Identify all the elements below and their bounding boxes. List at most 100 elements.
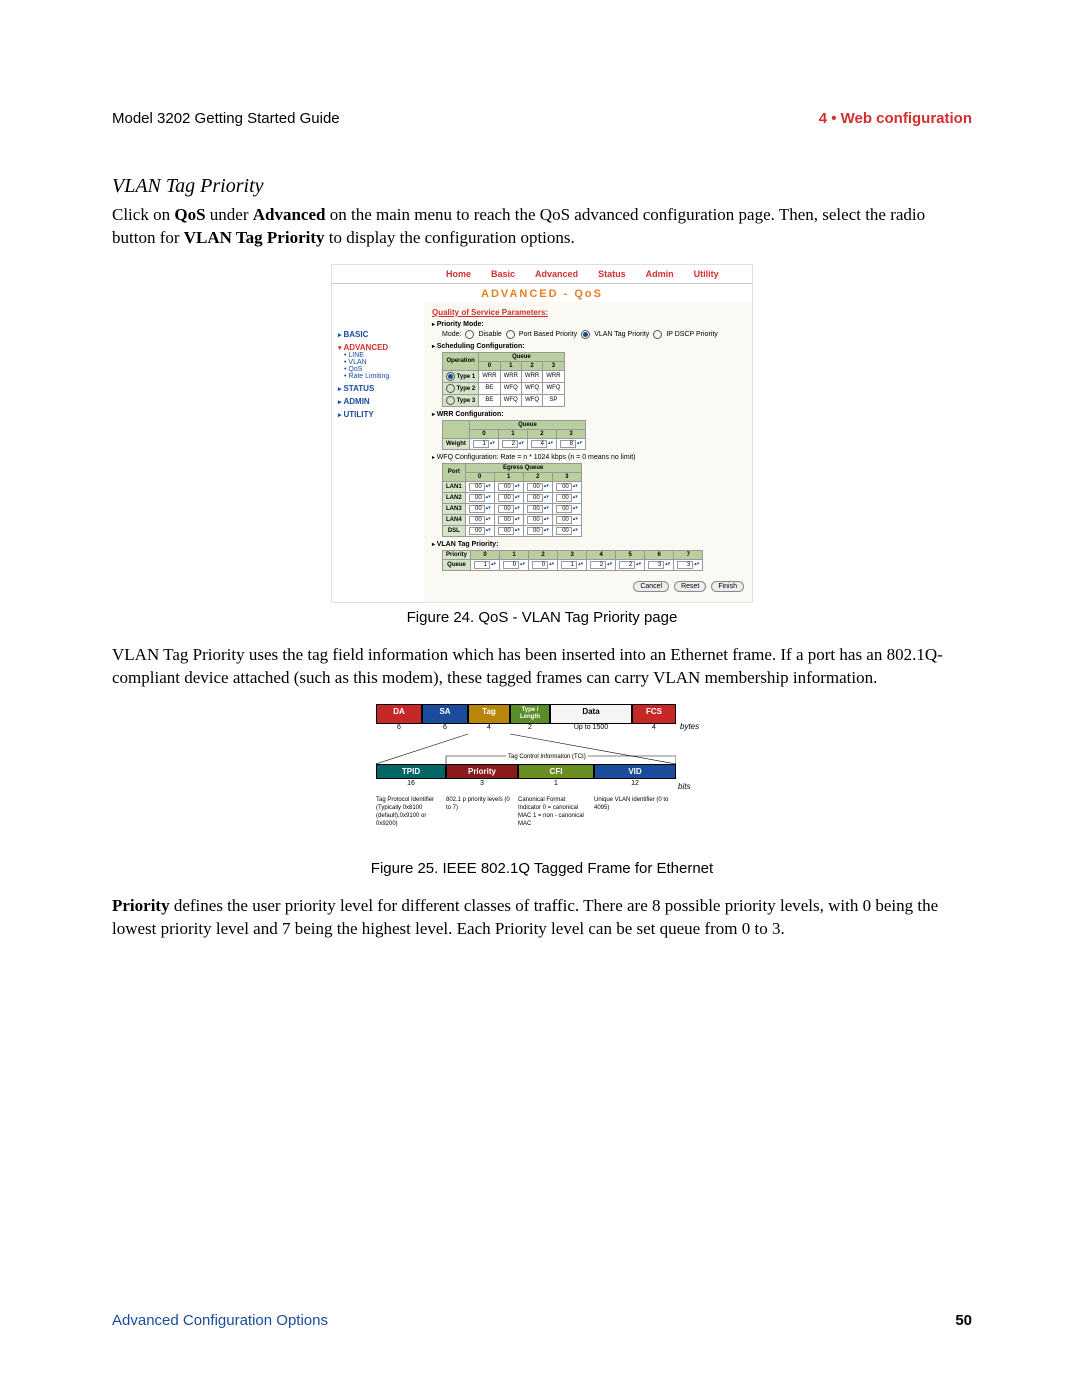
- text: defines the user priority level for diff…: [112, 896, 938, 938]
- queue-4-spinner[interactable]: 2▴▾: [590, 561, 612, 569]
- table-row: Type 2BEWFQWFQWFQ: [443, 382, 565, 394]
- header-right: 4 • Web configuration: [819, 110, 972, 127]
- wfq-note: WFQ Configuration: Rate = n * 1024 kbps …: [432, 454, 744, 461]
- table-row: Type 1WRRWRRWRRWRR: [443, 370, 565, 382]
- mode-radio-group: Mode: Disable Port Based Priority VLAN T…: [442, 330, 744, 339]
- eth-bottom-row: TPID Priority CFI VID: [376, 764, 676, 779]
- wfq-DSL-0-spinner[interactable]: 00▴▾: [469, 527, 491, 535]
- radio-type1[interactable]: [446, 372, 455, 381]
- wfq-LAN4-2-spinner[interactable]: 00▴▾: [527, 516, 549, 524]
- bold-priority: Priority: [112, 896, 170, 915]
- frame-priority: Priority: [446, 764, 518, 779]
- radio-type3[interactable]: [446, 396, 455, 405]
- cfi-desc: Canonical Format Indicator 0 = canonical…: [518, 796, 594, 828]
- sidebar-line[interactable]: • LINE: [344, 352, 420, 359]
- queue-5-spinner[interactable]: 2▴▾: [619, 561, 641, 569]
- page-footer: Advanced Configuration Options 50: [112, 1312, 972, 1329]
- wfq-LAN3-1-spinner[interactable]: 00▴▾: [498, 505, 520, 513]
- radio-type2[interactable]: [446, 384, 455, 393]
- queue-7-spinner[interactable]: 3▴▾: [677, 561, 699, 569]
- finish-button[interactable]: Finish: [711, 581, 744, 592]
- sidebar-status[interactable]: STATUS: [338, 384, 420, 393]
- wfq-LAN2-1-spinner[interactable]: 00▴▾: [498, 494, 520, 502]
- wfq-LAN2-2-spinner[interactable]: 00▴▾: [527, 494, 549, 502]
- text: to display the configuration options.: [325, 228, 575, 247]
- queue-3-spinner[interactable]: 1▴▾: [561, 561, 583, 569]
- radio-vlan-tag[interactable]: [581, 330, 590, 339]
- sidebar-basic[interactable]: BASIC: [338, 330, 420, 339]
- wfq-LAN1-2-spinner[interactable]: 00▴▾: [527, 483, 549, 491]
- frame-da: DA: [376, 704, 422, 724]
- sidebar-admin[interactable]: ADMIN: [338, 397, 420, 406]
- frame-tag: Tag: [468, 704, 510, 724]
- nav-home[interactable]: Home: [436, 265, 481, 283]
- nav-advanced[interactable]: Advanced: [525, 265, 588, 283]
- intro-paragraph: Click on QoS under Advanced on the main …: [112, 204, 972, 250]
- vlan-description-paragraph: VLAN Tag Priority uses the tag field inf…: [112, 644, 972, 690]
- reset-button[interactable]: Reset: [674, 581, 706, 592]
- figure-25-ethernet-frame: DA SA Tag Type / Length Data FCS 6 6 4 2…: [376, 704, 708, 854]
- bytes-label: bytes: [680, 722, 699, 731]
- table-row: Type 3BEWFQWFQSP: [443, 394, 565, 406]
- qos-topnav: Home Basic Advanced Status Admin Utility: [332, 265, 752, 284]
- footer-page-number: 50: [955, 1312, 972, 1329]
- nav-basic[interactable]: Basic: [481, 265, 525, 283]
- wfq-DSL-1-spinner[interactable]: 00▴▾: [498, 527, 520, 535]
- cancel-button[interactable]: Cancel: [633, 581, 669, 592]
- scheduling-config-label: Scheduling Configuration:: [432, 343, 744, 350]
- queue-6-spinner[interactable]: 3▴▾: [648, 561, 670, 569]
- vlan-tag-priority-label: VLAN Tag Priority:: [432, 541, 744, 548]
- sidebar-vlan[interactable]: • VLAN: [344, 359, 420, 366]
- tci-label: Tag Control Information (TCI): [506, 754, 588, 760]
- nav-admin[interactable]: Admin: [636, 265, 684, 283]
- sidebar-rate-limiting[interactable]: • Rate Limiting: [344, 373, 420, 380]
- wfq-LAN2-3-spinner[interactable]: 00▴▾: [556, 494, 578, 502]
- weight-3-spinner[interactable]: 8▴▾: [560, 440, 582, 448]
- wfq-LAN3-0-spinner[interactable]: 00▴▾: [469, 505, 491, 513]
- priority-mode-label: Priority Mode:: [432, 321, 744, 328]
- wrr-config-label: WRR Configuration:: [432, 411, 744, 418]
- weight-0-spinner[interactable]: 1▴▾: [473, 440, 495, 448]
- bold-advanced: Advanced: [253, 205, 326, 224]
- tpid-desc: Tag Protocol Identifier (Typically 0x810…: [376, 796, 446, 828]
- queue-1-spinner[interactable]: 0▴▾: [503, 561, 525, 569]
- vlan-priority-table: Priority 01234567 Queue 1▴▾ 0▴▾ 0▴▾ 1▴▾ …: [442, 550, 703, 571]
- priority-paragraph: Priority defines the user priority level…: [112, 895, 972, 941]
- figure-24-qos-screenshot: Home Basic Advanced Status Admin Utility…: [331, 264, 753, 603]
- radio-port-based[interactable]: [506, 330, 515, 339]
- radio-ip-dscp[interactable]: [653, 330, 662, 339]
- footer-left: Advanced Configuration Options: [112, 1312, 328, 1329]
- wfq-LAN3-3-spinner[interactable]: 00▴▾: [556, 505, 578, 513]
- qos-main-panel: Quality of Service Parameters: Priority …: [424, 302, 752, 602]
- wfq-LAN2-0-spinner[interactable]: 00▴▾: [469, 494, 491, 502]
- wfq-LAN4-0-spinner[interactable]: 00▴▾: [469, 516, 491, 524]
- wfq-DSL-2-spinner[interactable]: 00▴▾: [527, 527, 549, 535]
- wfq-LAN4-1-spinner[interactable]: 00▴▾: [498, 516, 520, 524]
- radio-disable[interactable]: [465, 330, 474, 339]
- vid-desc: Unique VLAN identifier (0 to 4095): [594, 796, 676, 828]
- frame-fcs: FCS: [632, 704, 676, 724]
- weight-2-spinner[interactable]: 4▴▾: [531, 440, 553, 448]
- nav-utility[interactable]: Utility: [684, 265, 729, 283]
- frame-cfi: CFI: [518, 764, 594, 779]
- sidebar-advanced[interactable]: ADVANCED: [338, 343, 420, 352]
- table-row: LAN100▴▾00▴▾00▴▾00▴▾: [443, 481, 582, 492]
- queue-0-spinner[interactable]: 1▴▾: [474, 561, 496, 569]
- wfq-LAN1-0-spinner[interactable]: 00▴▾: [469, 483, 491, 491]
- bits-label: bits: [678, 782, 690, 791]
- nav-status[interactable]: Status: [588, 265, 636, 283]
- wfq-LAN1-3-spinner[interactable]: 00▴▾: [556, 483, 578, 491]
- frame-sa: SA: [422, 704, 468, 724]
- sidebar-utility[interactable]: UTILITY: [338, 410, 420, 419]
- wfq-LAN3-2-spinner[interactable]: 00▴▾: [527, 505, 549, 513]
- eth-descriptions: Tag Protocol Identifier (Typically 0x810…: [376, 796, 676, 828]
- wfq-LAN4-3-spinner[interactable]: 00▴▾: [556, 516, 578, 524]
- table-row: LAN200▴▾00▴▾00▴▾00▴▾: [443, 492, 582, 503]
- wfq-DSL-3-spinner[interactable]: 00▴▾: [556, 527, 578, 535]
- wfq-LAN1-1-spinner[interactable]: 00▴▾: [498, 483, 520, 491]
- sidebar-qos[interactable]: • QoS: [344, 366, 420, 373]
- weight-1-spinner[interactable]: 2▴▾: [502, 440, 524, 448]
- eth-top-row: DA SA Tag Type / Length Data FCS: [376, 704, 676, 724]
- queue-2-spinner[interactable]: 0▴▾: [532, 561, 554, 569]
- wfq-table: PortEgress Queue 0123 LAN100▴▾00▴▾00▴▾00…: [442, 463, 582, 537]
